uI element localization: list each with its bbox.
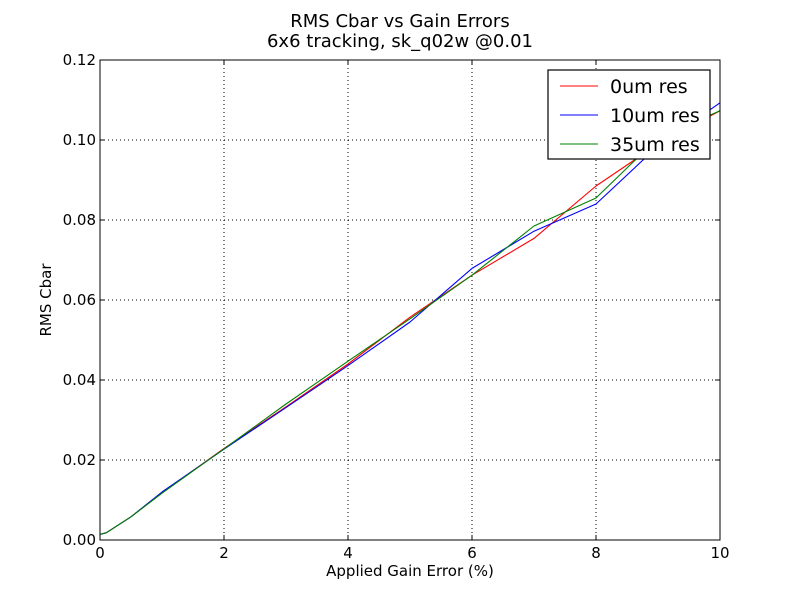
y-axis-label: RMS Cbar (37, 263, 55, 337)
axis-ticks: 0 2 4 6 8 10 0.00 0.02 0.04 0.06 0.08 0.10 0.12 (63, 51, 730, 562)
y-tick-label: 0.00 (63, 531, 96, 549)
y-tick-label: 0.12 (63, 51, 96, 69)
x-tick-label: 4 (343, 544, 353, 562)
legend-label-0: 0um res (610, 76, 688, 98)
y-tick-label: 0.06 (63, 291, 96, 309)
series-lines (99, 102, 721, 535)
x-tick-label: 6 (467, 544, 477, 562)
x-tick-label: 2 (219, 544, 229, 562)
legend-label-2: 35um res (610, 134, 700, 156)
series-line-2 (99, 110, 721, 535)
y-tick-label: 0.02 (63, 451, 96, 469)
x-tick-label: 10 (710, 544, 729, 562)
chart-subtitle: 6x6 tracking, sk_q02w @0.01 (266, 31, 534, 52)
x-tick-label: 8 (591, 544, 601, 562)
x-tick-label: 0 (95, 544, 105, 562)
chart-title: RMS Cbar vs Gain Errors (290, 11, 510, 32)
legend: 0um res 10um res 35um res (547, 69, 711, 160)
y-tick-label: 0.10 (63, 131, 96, 149)
y-tick-label: 0.04 (63, 371, 96, 389)
legend-label-1: 10um res (610, 105, 700, 127)
x-axis-label: Applied Gain Error (%) (326, 562, 494, 580)
y-tick-label: 0.08 (63, 211, 96, 229)
